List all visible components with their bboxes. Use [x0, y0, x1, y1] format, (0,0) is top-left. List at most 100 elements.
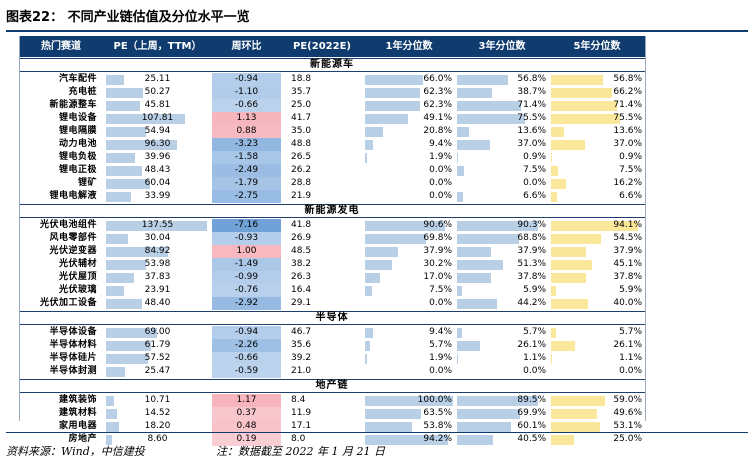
pe-ttm-cell: 33.99	[103, 190, 212, 203]
pe-ttm-value: 8.60	[147, 434, 168, 444]
track-name: 半导体封测	[19, 365, 103, 378]
pe-ttm-value: 25.11	[144, 74, 171, 84]
pct-5y-bar	[551, 75, 604, 85]
track-name-label: 新能源整车	[49, 100, 97, 110]
pct-1y-value: 30.2%	[423, 259, 452, 269]
pct-3y-cell: 7.5%	[455, 164, 549, 177]
pe-ttm-bar	[106, 192, 131, 202]
track-name: 光伏电池组件	[19, 219, 103, 232]
pct-5y-cell: 49.6%	[549, 407, 645, 420]
pe-2022e-value: 35.0	[291, 126, 312, 136]
pct-3y-bar	[457, 286, 463, 296]
pe-2022e-cell: 17.1	[281, 420, 363, 433]
pct-5y-bar	[551, 286, 557, 296]
wow-value: -0.76	[234, 285, 259, 295]
wow-value: -2.26	[234, 340, 259, 350]
pe-2022e-cell: 41.7	[281, 112, 363, 125]
pct-5y-cell: 66.2%	[549, 86, 645, 99]
table-row: 房地产 8.60 0.19 8.0 94.2% 40.5% 25.0%	[19, 433, 645, 446]
pct-5y-cell: 54.5%	[549, 232, 645, 245]
section-rule	[19, 58, 645, 59]
pe-ttm-cell: 61.79	[103, 339, 212, 352]
footer-rule	[6, 432, 748, 433]
track-name: 新能源整车	[19, 99, 103, 112]
pe-ttm-bar	[106, 422, 120, 432]
pct-3y-value: 60.1%	[517, 421, 546, 431]
pct-1y-value: 62.3%	[423, 100, 452, 110]
track-name-label: 家用电器	[58, 421, 97, 431]
wow-cell: -2.92	[212, 297, 281, 310]
pct-1y-value: 20.8%	[423, 126, 452, 136]
pe-ttm-cell: 69.00	[103, 326, 212, 339]
pct-3y-value: 90.3%	[517, 220, 546, 230]
pct-5y-bar	[551, 166, 558, 176]
pct-3y-value: 89.5%	[517, 395, 546, 405]
pe-2022e-cell: 35.6	[281, 339, 363, 352]
table-row: 光伏辅材 53.98 -1.49 38.2 30.2% 51.3% 45.1%	[19, 258, 645, 271]
track-name: 半导体材料	[19, 339, 103, 352]
header-pct-5y: 5年分位数	[549, 36, 645, 57]
track-name: 半导体设备	[19, 326, 103, 339]
pe-2022e-cell: 8.0	[281, 433, 363, 446]
pct-1y-value: 63.5%	[423, 408, 452, 418]
track-name-label: 建筑材料	[58, 408, 97, 418]
pct-1y-bar	[365, 396, 453, 406]
pct-3y-value: 56.8%	[517, 74, 546, 84]
table-row: 半导体封测 25.47 -0.59 21.0 0.0% 0.0% 0.0%	[19, 365, 645, 378]
pct-5y-cell: 0.0%	[549, 365, 645, 378]
pe-2022e-value: 8.0	[291, 434, 306, 444]
pe-ttm-bar	[106, 286, 124, 296]
track-name: 光伏屋顶	[19, 271, 103, 284]
pct-3y-value: 0.0%	[523, 178, 546, 188]
table-right-border	[645, 36, 646, 421]
pct-1y-bar	[365, 273, 380, 283]
pct-5y-bar	[551, 114, 621, 124]
pct-5y-value: 54.5%	[613, 233, 642, 243]
section-rule	[19, 379, 645, 380]
wow-value: -0.66	[234, 353, 259, 363]
pe-2022e-cell: 48.8	[281, 138, 363, 151]
pct-1y-bar	[365, 286, 372, 296]
pct-1y-bar	[365, 354, 367, 364]
pe-ttm-cell: 53.98	[103, 258, 212, 271]
pct-5y-bar	[551, 435, 574, 445]
pct-3y-cell: 40.5%	[455, 433, 549, 446]
pct-5y-cell: 59.0%	[549, 394, 645, 407]
table-row: 建筑材料 14.52 0.37 11.9 63.5% 69.9% 49.6%	[19, 407, 645, 420]
track-name-label: 房地产	[68, 434, 97, 444]
track-name: 充电桩	[19, 86, 103, 99]
pe-ttm-cell: 137.55	[103, 219, 212, 232]
track-name-label: 半导体设备	[49, 327, 97, 337]
pe-ttm-bar	[106, 75, 125, 85]
section-rule	[19, 324, 645, 325]
section-title: 新能源车	[310, 59, 354, 70]
pct-3y-value: 51.3%	[517, 259, 546, 269]
wow-value: -0.99	[234, 272, 259, 282]
wow-value: -2.49	[234, 165, 259, 175]
table-row: 光伏电池组件 137.55 -7.16 41.8 90.6% 90.3% 94.1%	[19, 219, 645, 232]
pct-1y-bar	[365, 328, 374, 338]
pct-5y-value: 5.9%	[619, 285, 642, 295]
wow-cell: -7.16	[212, 219, 281, 232]
track-name-label: 锂电负极	[58, 152, 97, 162]
pct-3y-bar	[457, 221, 539, 231]
pct-1y-value: 37.9%	[423, 246, 452, 256]
pct-1y-bar	[365, 422, 413, 432]
track-name-label: 锂矿	[77, 178, 97, 188]
wow-cell: -1.10	[212, 86, 281, 99]
table-row: 光伏加工设备 48.40 -2.92 29.1 0.0% 44.2% 40.0%	[19, 297, 645, 310]
wow-value: -0.59	[234, 366, 259, 376]
wow-value: 0.37	[236, 408, 257, 418]
pe-ttm-bar	[106, 179, 151, 189]
pct-1y-value: 1.9%	[429, 152, 452, 162]
pct-3y-bar	[457, 75, 509, 85]
wow-cell: 1.13	[212, 112, 281, 125]
wow-value: -2.75	[234, 191, 259, 201]
track-name-label: 半导体封测	[49, 366, 97, 376]
pct-1y-value: 66.0%	[423, 74, 452, 84]
pct-5y-cell: 37.0%	[549, 138, 645, 151]
pct-3y-value: 69.9%	[517, 408, 546, 418]
pct-1y-value: 69.8%	[423, 233, 452, 243]
wow-cell: -2.26	[212, 339, 281, 352]
pct-5y-cell: 6.6%	[549, 190, 645, 203]
